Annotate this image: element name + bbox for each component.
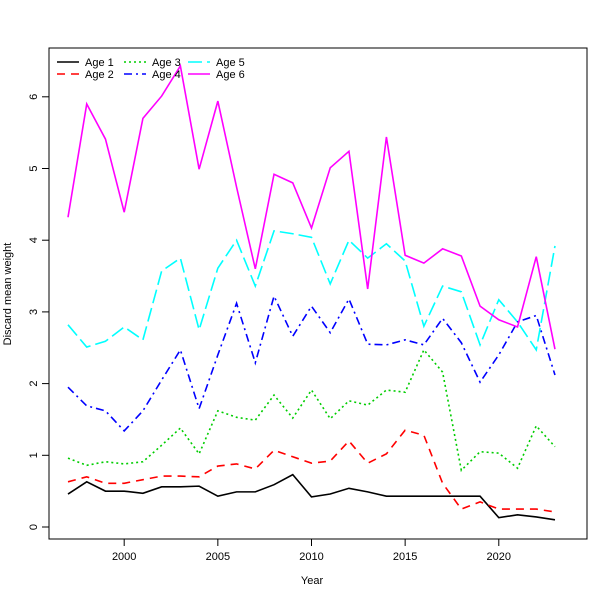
y-tick-label: 0 [28, 524, 40, 530]
x-tick-label: 2005 [206, 551, 230, 563]
y-tick-label: 4 [28, 237, 40, 243]
series-line-age-5 [67, 229, 556, 352]
y-tick-label: 1 [28, 452, 40, 458]
series-line-age-2 [67, 429, 556, 513]
y-tick-label: 5 [28, 165, 40, 171]
y-tick-label: 3 [28, 309, 40, 315]
legend-label: Age 3 [152, 57, 181, 69]
legend-label: Age 2 [85, 69, 114, 81]
y-axis-label: Discard mean weight [2, 243, 14, 346]
series-line-age-1 [67, 473, 556, 521]
series-line-age-6 [67, 63, 556, 350]
x-tick-label: 2015 [393, 551, 417, 563]
x-tick-label: 2000 [112, 551, 136, 563]
x-tick-label: 2010 [299, 551, 323, 563]
series-line-age-3 [67, 348, 556, 472]
legend-label: Age 4 [152, 69, 181, 81]
plot-frame [48, 47, 588, 540]
x-axis-label: Year [301, 575, 324, 587]
y-tick-label: 2 [28, 381, 40, 387]
series-line-age-4 [67, 293, 556, 433]
legend-label: Age 1 [85, 57, 114, 69]
x-tick-label: 2020 [487, 551, 511, 563]
y-tick-label: 6 [28, 94, 40, 100]
legend-label: Age 5 [216, 57, 245, 69]
legend-label: Age 6 [216, 69, 245, 81]
